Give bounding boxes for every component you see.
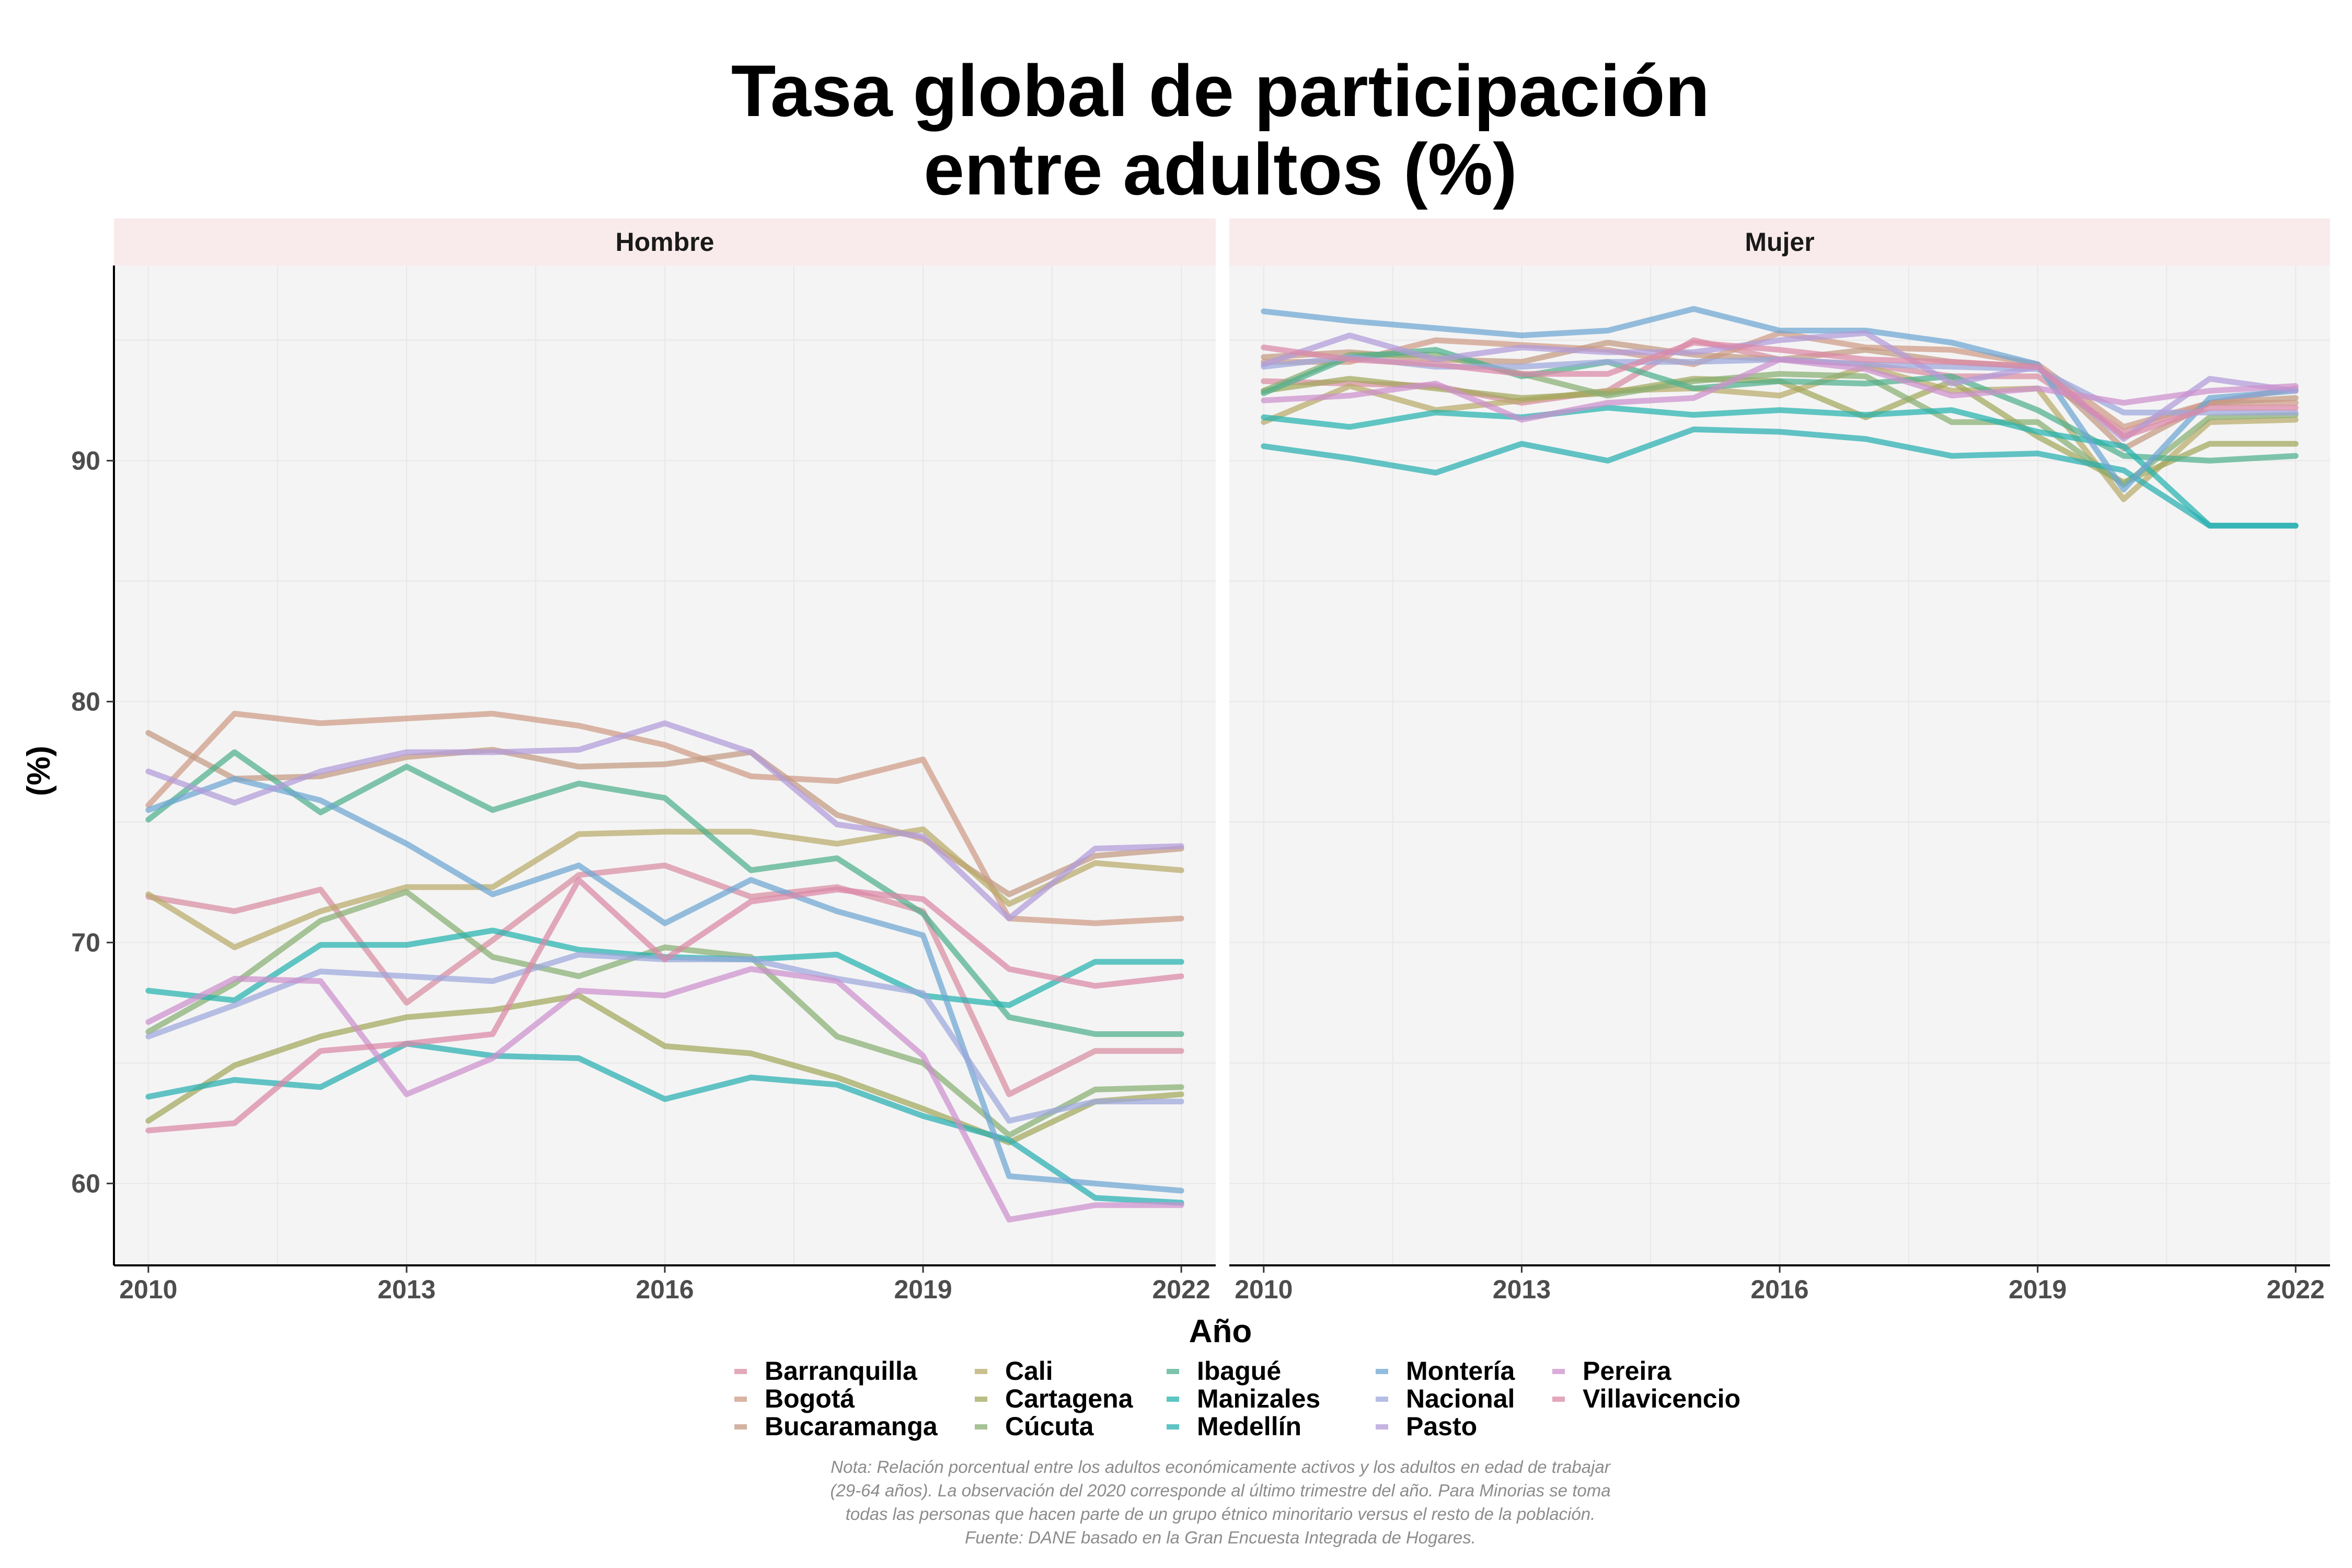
legend-label-cali: Cali: [1005, 1356, 1053, 1386]
strip-mujer: [1229, 218, 2330, 266]
footnote-line: todas las personas que hacen parte de un…: [846, 1504, 1596, 1524]
series-line-villavicencio-hombre: [145, 877, 1184, 1134]
series-line-ibague-hombre: [145, 749, 1184, 1037]
footnote-line: Fuente: DANE basado en la Gran Encuesta …: [965, 1528, 1476, 1547]
legend-label-pereira: Pereira: [1583, 1356, 1672, 1386]
footnote-line: (29-64 años). La observación del 2020 co…: [830, 1481, 1610, 1500]
x-tick-label: 2010: [119, 1275, 177, 1304]
legend-label-manizales: Manizales: [1197, 1384, 1320, 1413]
chart-panels: Hombre 60 70 80 90 2010 2013 2016 2019 2022 Mujer 2…: [71, 218, 2330, 1304]
strip-hombre: [114, 218, 1216, 266]
series-line-monteria-hombre: [145, 776, 1184, 1194]
legend-item-monteria: Montería: [1376, 1356, 1516, 1386]
x-axis-title: Año: [1189, 1313, 1252, 1350]
y-tick-label: 60: [71, 1169, 100, 1198]
legend-label-bucaramanga: Bucaramanga: [765, 1412, 938, 1441]
legend-label-bogota: Bogotá: [765, 1384, 855, 1413]
legend-item-pasto: Pasto: [1376, 1412, 1477, 1441]
series-line-pasto-hombre: [145, 720, 1184, 921]
series-line-pereira-mujer: [1261, 356, 2299, 423]
chart-title: Tasa global de participación entre adult…: [731, 50, 1710, 210]
chart-title-line-1: Tasa global de participación: [731, 50, 1710, 132]
series-line-medellin-hombre: [145, 1041, 1184, 1206]
legend-label-monteria: Montería: [1406, 1356, 1516, 1386]
y-tick-label: 80: [71, 687, 100, 716]
series-line-monteria-mujer: [1261, 306, 2299, 493]
strip-label-mujer: Mujer: [1745, 227, 1814, 257]
legend-label-medellin: Medellín: [1197, 1412, 1301, 1441]
legend-item-cartagena: Cartagena: [975, 1384, 1134, 1413]
legend-label-barranquilla: Barranquilla: [765, 1356, 918, 1386]
x-tick-label: 2016: [636, 1275, 694, 1304]
legend-item-medellin: Medellín: [1167, 1412, 1301, 1441]
x-tick-label: 2022: [2267, 1275, 2325, 1304]
legend-label-nacional: Nacional: [1406, 1384, 1515, 1413]
x-tick-label: 2019: [2009, 1275, 2067, 1304]
series-line-cali-hombre: [145, 826, 1184, 950]
footnote: Nota: Relación porcentual entre los adul…: [830, 1457, 1611, 1547]
legend-item-barranquilla: Barranquilla: [734, 1356, 918, 1386]
x-tick-label: 2016: [1750, 1275, 1808, 1304]
legend-item-nacional: Nacional: [1376, 1384, 1515, 1413]
legend-item-villavicencio: Villavicencio: [1552, 1384, 1740, 1413]
series-line-villavicencio-mujer: [1261, 340, 2299, 440]
series-line-medellin-mujer: [1261, 426, 2299, 529]
footnote-line: Nota: Relación porcentual entre los adul…: [831, 1457, 1611, 1477]
chart-title-line-2: entre adultos (%): [924, 128, 1517, 210]
y-tick-label: 70: [71, 928, 100, 957]
series-group-mujer: [1261, 306, 2299, 529]
legend-item-cali: Cali: [975, 1356, 1053, 1386]
series-line-barranquilla-hombre: [145, 862, 1184, 1098]
legend-item-pereira: Pereira: [1552, 1356, 1672, 1386]
legend-item-bucaramanga: Bucaramanga: [734, 1412, 938, 1441]
legend-label-villavicencio: Villavicencio: [1583, 1384, 1740, 1413]
x-tick-label: 2010: [1235, 1275, 1293, 1304]
y-tick-label: 90: [71, 446, 100, 475]
legend-label-ibague: Ibagué: [1197, 1356, 1281, 1386]
series-line-bucaramanga-hombre: [145, 730, 1184, 897]
x-tick-label: 2019: [894, 1275, 952, 1304]
series-group-hombre: [145, 710, 1184, 1223]
legend-label-cartagena: Cartagena: [1005, 1384, 1134, 1413]
legend-item-ibague: Ibagué: [1167, 1356, 1281, 1386]
panel-hombre: Hombre 60 70 80 90 2010 2013 2016 2019 2022: [71, 218, 1216, 1304]
legend-item-manizales: Manizales: [1167, 1384, 1320, 1413]
x-tick-label: 2013: [377, 1275, 435, 1304]
series-line-pereira-hombre: [145, 966, 1184, 1223]
x-tick-label: 2013: [1493, 1275, 1551, 1304]
legend-item-bogota: Bogotá: [734, 1384, 855, 1413]
series-line-manizales-mujer: [1261, 405, 2299, 529]
legend-label-pasto: Pasto: [1406, 1412, 1477, 1441]
strip-label-hombre: Hombre: [616, 227, 714, 257]
legend-item-cucuta: Cúcuta: [975, 1412, 1094, 1441]
legend-label-cucuta: Cúcuta: [1005, 1412, 1094, 1441]
x-tick-label: 2022: [1152, 1275, 1210, 1304]
series-line-ibague-mujer: [1261, 347, 2299, 464]
panel-mujer: Mujer 2010 2013 2016 2019 2022: [1229, 218, 2330, 1304]
y-axis-title: (%): [21, 746, 57, 796]
series-line-cucuta-hombre: [145, 889, 1184, 1138]
